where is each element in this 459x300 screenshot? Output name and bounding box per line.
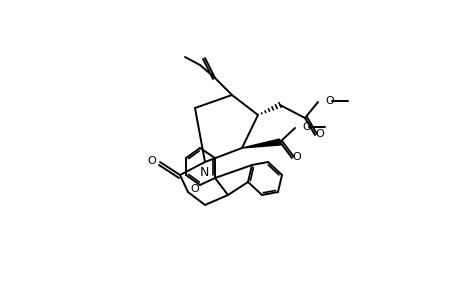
- Text: O: O: [302, 122, 310, 132]
- Polygon shape: [241, 139, 280, 148]
- Text: N: N: [199, 166, 208, 178]
- Text: O: O: [147, 156, 156, 166]
- Text: O: O: [190, 184, 199, 194]
- Text: O: O: [325, 96, 333, 106]
- Text: O: O: [315, 129, 324, 139]
- Text: O: O: [292, 152, 301, 162]
